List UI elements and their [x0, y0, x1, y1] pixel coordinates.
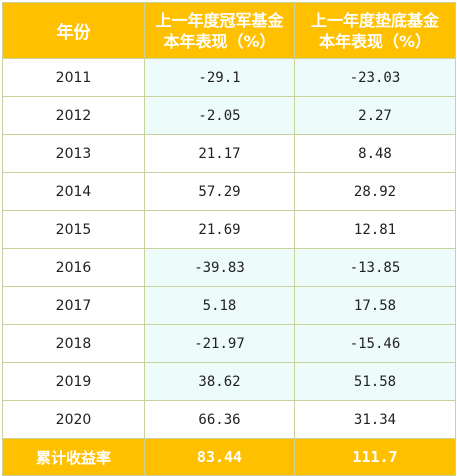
table-row: 2015 21.69 12.81 [2, 210, 456, 249]
table-row: 2013 21.17 8.48 [2, 134, 456, 173]
table-row: 2014 57.29 28.92 [2, 172, 456, 211]
header-champion-line1: 上一年度冠军基金 [155, 10, 284, 30]
year-cell: 2011 [2, 58, 145, 97]
champion-value-cell: 21.69 [144, 210, 295, 249]
champion-value-cell: 21.17 [144, 134, 295, 173]
table-row: 2017 5.18 17.58 [2, 286, 456, 325]
table-row: 2011 -29.1 -23.03 [2, 58, 456, 97]
bottom-value-cell: 17.58 [294, 286, 456, 325]
champion-value-cell: 5.18 [144, 286, 295, 325]
table-row: 2016 -39.83 -13.85 [2, 248, 456, 287]
bottom-value-cell: 2.27 [294, 96, 456, 135]
year-cell: 2019 [2, 362, 145, 401]
year-cell: 2020 [2, 400, 145, 439]
bottom-value-cell: 28.92 [294, 172, 456, 211]
table-row: 2018 -21.97 -15.46 [2, 324, 456, 363]
table-row: 2020 66.36 31.34 [2, 400, 456, 439]
year-cell: 2015 [2, 210, 145, 249]
header-bottom-line1: 上一年度垫底基金 [310, 10, 439, 30]
bottom-value-cell: 8.48 [294, 134, 456, 173]
year-cell: 2016 [2, 248, 145, 287]
header-bottom-line2: 本年表现（%） [318, 31, 432, 51]
footer-champion-value: 83.44 [144, 438, 295, 476]
champion-value-cell: 38.62 [144, 362, 295, 401]
footer-bottom-value: 111.7 [294, 438, 456, 476]
year-cell: 2012 [2, 96, 145, 135]
footer-label: 累计收益率 [2, 438, 145, 476]
year-cell: 2017 [2, 286, 145, 325]
bottom-value-cell: 12.81 [294, 210, 456, 249]
champion-value-cell: 66.36 [144, 400, 295, 439]
year-cell: 2018 [2, 324, 145, 363]
bottom-value-cell: 31.34 [294, 400, 456, 439]
champion-value-cell: -29.1 [144, 58, 295, 97]
table-row: 2012 -2.05 2.27 [2, 96, 456, 135]
year-cell: 2014 [2, 172, 145, 211]
header-year: 年份 [2, 2, 145, 59]
bottom-value-cell: -23.03 [294, 58, 456, 97]
table-row: 2019 38.62 51.58 [2, 362, 456, 401]
table-body: 2011 -29.1 -23.03 2012 -2.05 2.27 2013 21.17 8.4… [2, 58, 456, 439]
champion-value-cell: -21.97 [144, 324, 295, 363]
champion-value-cell: -39.83 [144, 248, 295, 287]
champion-value-cell: 57.29 [144, 172, 295, 211]
header-row: 年份 上一年度冠军基金 本年表现（%） 上一年度垫底基金 本年表现（%） [2, 2, 456, 59]
header-champion-line2: 本年表现（%） [163, 31, 276, 51]
year-cell: 2013 [2, 134, 145, 173]
bottom-value-cell: 51.58 [294, 362, 456, 401]
footer-row: 累计收益率 83.44 111.7 [2, 438, 456, 476]
bottom-value-cell: -15.46 [294, 324, 456, 363]
champion-value-cell: -2.05 [144, 96, 295, 135]
bottom-value-cell: -13.85 [294, 248, 456, 287]
header-champion: 上一年度冠军基金 本年表现（%） [144, 2, 295, 59]
header-bottom: 上一年度垫底基金 本年表现（%） [294, 2, 456, 59]
